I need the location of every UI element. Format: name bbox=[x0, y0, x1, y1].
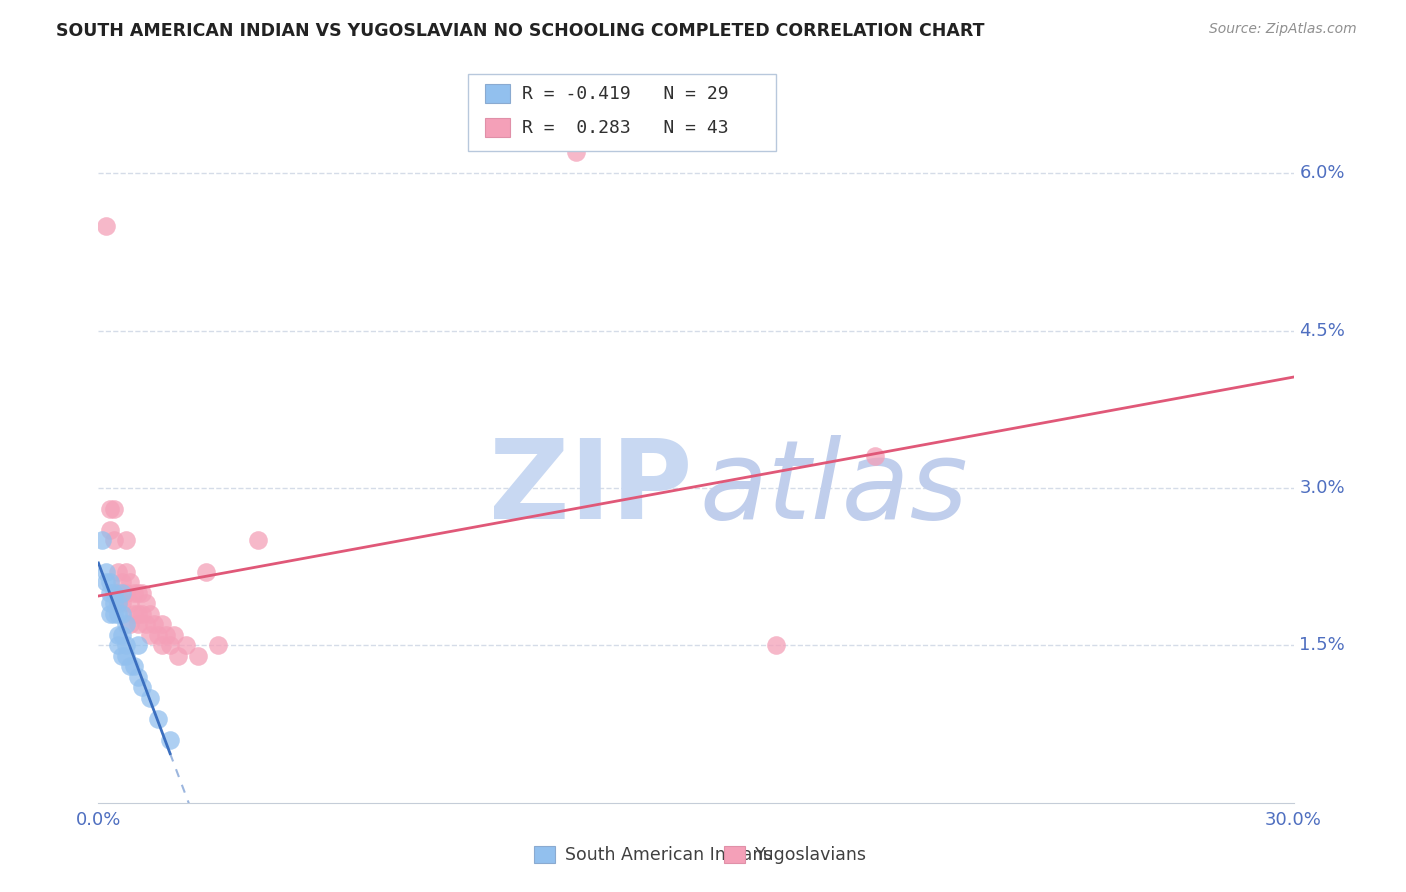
Point bbox=[107, 639, 129, 653]
Point bbox=[139, 628, 162, 642]
Point bbox=[103, 607, 125, 621]
Point bbox=[195, 565, 218, 579]
Point bbox=[135, 596, 157, 610]
Point bbox=[115, 586, 138, 600]
Point bbox=[103, 586, 125, 600]
Text: South American Indians: South American Indians bbox=[565, 846, 773, 863]
Point bbox=[127, 617, 149, 632]
Point bbox=[111, 596, 134, 610]
Point bbox=[139, 607, 162, 621]
Point bbox=[124, 659, 146, 673]
Text: 1.5%: 1.5% bbox=[1299, 636, 1346, 655]
Point bbox=[98, 586, 122, 600]
Point bbox=[565, 145, 588, 160]
Text: R =  0.283   N = 43: R = 0.283 N = 43 bbox=[522, 119, 728, 136]
Point bbox=[107, 596, 129, 610]
Text: SOUTH AMERICAN INDIAN VS YUGOSLAVIAN NO SCHOOLING COMPLETED CORRELATION CHART: SOUTH AMERICAN INDIAN VS YUGOSLAVIAN NO … bbox=[56, 22, 984, 40]
Point bbox=[96, 575, 118, 590]
Point bbox=[111, 648, 134, 663]
Text: 4.5%: 4.5% bbox=[1299, 321, 1346, 340]
Point bbox=[120, 617, 142, 632]
Point bbox=[150, 617, 173, 632]
Point bbox=[150, 639, 173, 653]
Point bbox=[96, 565, 118, 579]
Point bbox=[167, 648, 190, 663]
Point bbox=[246, 533, 269, 548]
Point bbox=[865, 450, 887, 464]
Point bbox=[111, 575, 134, 590]
Point bbox=[143, 617, 166, 632]
Point bbox=[207, 639, 229, 653]
Point bbox=[107, 565, 129, 579]
Point bbox=[127, 607, 149, 621]
Point bbox=[120, 659, 142, 673]
Point bbox=[131, 607, 153, 621]
Point bbox=[115, 617, 138, 632]
Point bbox=[155, 628, 177, 642]
Point bbox=[124, 607, 146, 621]
Point bbox=[111, 586, 134, 600]
Point bbox=[131, 586, 153, 600]
Point bbox=[107, 607, 129, 621]
Point bbox=[115, 648, 138, 663]
Point bbox=[103, 533, 125, 548]
Text: ZIP: ZIP bbox=[489, 435, 692, 542]
Point bbox=[103, 502, 125, 516]
Text: atlas: atlas bbox=[700, 435, 969, 542]
Point bbox=[131, 681, 153, 695]
Point bbox=[98, 502, 122, 516]
Point bbox=[159, 639, 181, 653]
Point bbox=[159, 732, 181, 747]
Point bbox=[115, 565, 138, 579]
Point bbox=[124, 586, 146, 600]
Point bbox=[115, 533, 138, 548]
Point bbox=[127, 670, 149, 684]
Point bbox=[107, 596, 129, 610]
Point bbox=[98, 575, 122, 590]
Point bbox=[148, 628, 170, 642]
Point bbox=[91, 533, 114, 548]
Point bbox=[120, 575, 142, 590]
Text: 6.0%: 6.0% bbox=[1299, 164, 1346, 182]
Point bbox=[127, 639, 149, 653]
Text: R = -0.419   N = 29: R = -0.419 N = 29 bbox=[522, 85, 728, 103]
Point bbox=[103, 596, 125, 610]
Point bbox=[107, 586, 129, 600]
Text: Source: ZipAtlas.com: Source: ZipAtlas.com bbox=[1209, 22, 1357, 37]
Point bbox=[111, 607, 134, 621]
Point bbox=[174, 639, 197, 653]
Point bbox=[98, 596, 122, 610]
Point bbox=[96, 219, 118, 233]
Point bbox=[148, 712, 170, 726]
Text: 3.0%: 3.0% bbox=[1299, 479, 1346, 497]
Text: Yugoslavians: Yugoslavians bbox=[755, 846, 868, 863]
Point bbox=[120, 596, 142, 610]
Point bbox=[135, 617, 157, 632]
Point bbox=[139, 690, 162, 705]
Point bbox=[187, 648, 209, 663]
Point bbox=[98, 607, 122, 621]
Point bbox=[111, 628, 134, 642]
Point bbox=[163, 628, 186, 642]
Point bbox=[98, 523, 122, 537]
Point bbox=[765, 639, 787, 653]
Point bbox=[115, 639, 138, 653]
Point bbox=[127, 586, 149, 600]
Point bbox=[107, 628, 129, 642]
